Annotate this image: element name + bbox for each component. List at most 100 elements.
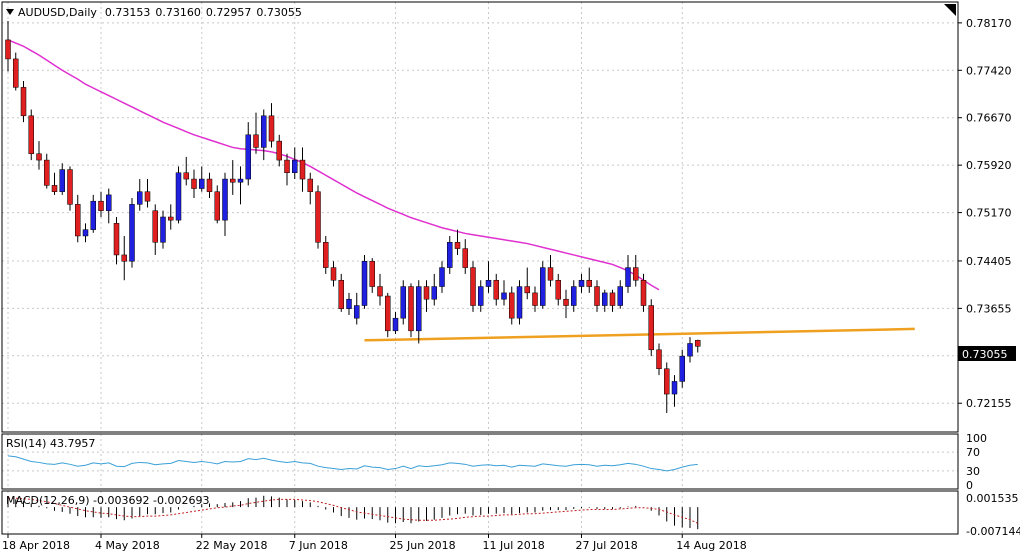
price-tick-label: 0.73655	[966, 302, 1012, 315]
high-value: 0.73160	[155, 6, 201, 19]
candle	[59, 163, 65, 195]
candle	[671, 375, 678, 407]
grid	[2, 2, 958, 534]
macd-label: MACD(12,26,9) -0.003692 -0.002693	[6, 494, 209, 507]
current-price-tag: 0.73055	[958, 346, 1016, 361]
candle-body	[640, 279, 647, 306]
candle-body	[315, 191, 321, 243]
close-value: 0.73055	[256, 6, 302, 19]
candle	[369, 258, 375, 293]
candle	[36, 141, 42, 170]
candle	[695, 339, 701, 353]
candle	[493, 273, 499, 306]
candle	[191, 169, 197, 199]
candle	[439, 261, 445, 293]
panel-frames	[1, 1, 959, 535]
candle	[230, 160, 236, 195]
rsi-label: RSI(14) 43.7957	[6, 437, 95, 450]
candle	[106, 188, 112, 224]
candle-body	[671, 381, 678, 395]
candle	[276, 134, 282, 167]
candle	[571, 280, 577, 312]
candle-body	[493, 279, 499, 300]
candle	[656, 343, 662, 376]
candle-body	[338, 279, 344, 309]
candle	[377, 273, 383, 306]
candle	[524, 267, 530, 300]
candle-body	[532, 292, 538, 306]
candle-body	[175, 172, 182, 221]
candle	[175, 166, 182, 224]
symbol-label: AUDUSD,Daily	[18, 6, 97, 19]
candle-body	[121, 254, 127, 262]
candle-body	[617, 286, 623, 306]
price-tick-label: 0.72155	[966, 397, 1012, 410]
candle	[602, 289, 608, 312]
candle-body	[485, 279, 492, 287]
candle-body	[284, 159, 290, 173]
price-tick-label: 0.76670	[966, 112, 1012, 125]
candle-body	[648, 305, 654, 351]
rsi-panel-frame	[1, 433, 959, 490]
candle	[532, 286, 538, 312]
candle	[206, 172, 213, 199]
candle-body	[330, 267, 337, 281]
candle-body	[625, 267, 631, 287]
candle-body	[129, 204, 135, 262]
candle	[5, 20, 11, 72]
candle-body	[578, 279, 585, 287]
candle-body	[253, 134, 259, 148]
candle-body	[82, 229, 89, 237]
candle	[470, 261, 476, 312]
support-line-layer	[364, 327, 915, 342]
candle	[578, 273, 585, 293]
candle-body	[470, 267, 476, 306]
rsi-layer	[7, 455, 698, 472]
candle-body	[516, 286, 523, 319]
candle-body	[98, 200, 104, 211]
rsi-level-label: 70	[966, 446, 980, 459]
candle-body	[524, 286, 530, 294]
candle-body	[75, 204, 81, 237]
candle-body	[555, 279, 561, 300]
candle-body	[633, 267, 639, 281]
candle	[485, 261, 492, 293]
candle	[679, 349, 685, 388]
candle-body	[106, 194, 112, 211]
candle	[113, 217, 120, 265]
candle-body	[501, 292, 507, 300]
time-tick-label: 4 May 2018	[95, 539, 160, 552]
macd-layer	[7, 495, 699, 530]
candle	[462, 239, 468, 274]
candle	[330, 261, 337, 287]
candle-body	[20, 87, 27, 117]
time-tick-label: 11 Jul 2018	[483, 539, 545, 552]
dropdown-triangle-icon[interactable]	[6, 9, 14, 15]
candle-body	[377, 286, 383, 297]
macd-signal-line	[8, 497, 698, 524]
candle	[338, 273, 344, 312]
candle-body	[292, 159, 298, 173]
time-tick-label: 18 Apr 2018	[2, 539, 70, 552]
candle-body	[571, 286, 577, 306]
candle	[400, 280, 406, 325]
candle	[315, 185, 321, 249]
candle-body	[361, 261, 368, 306]
candle-body	[137, 191, 143, 205]
candle-body	[230, 178, 236, 183]
candle-body	[439, 267, 445, 287]
candle	[51, 172, 58, 195]
price-panel-frame	[1, 1, 959, 433]
candle	[640, 273, 647, 312]
candle-body	[586, 279, 592, 287]
candle-body	[687, 343, 693, 357]
candle-body	[237, 178, 244, 183]
candle	[144, 179, 151, 208]
candle-body	[664, 368, 670, 395]
candle-body	[431, 286, 437, 300]
time-tick-label: 7 Jun 2018	[289, 539, 348, 552]
candle	[28, 109, 34, 161]
candle	[408, 283, 414, 338]
candle-body	[540, 267, 546, 306]
time-tick-label: 25 Jun 2018	[390, 539, 456, 552]
